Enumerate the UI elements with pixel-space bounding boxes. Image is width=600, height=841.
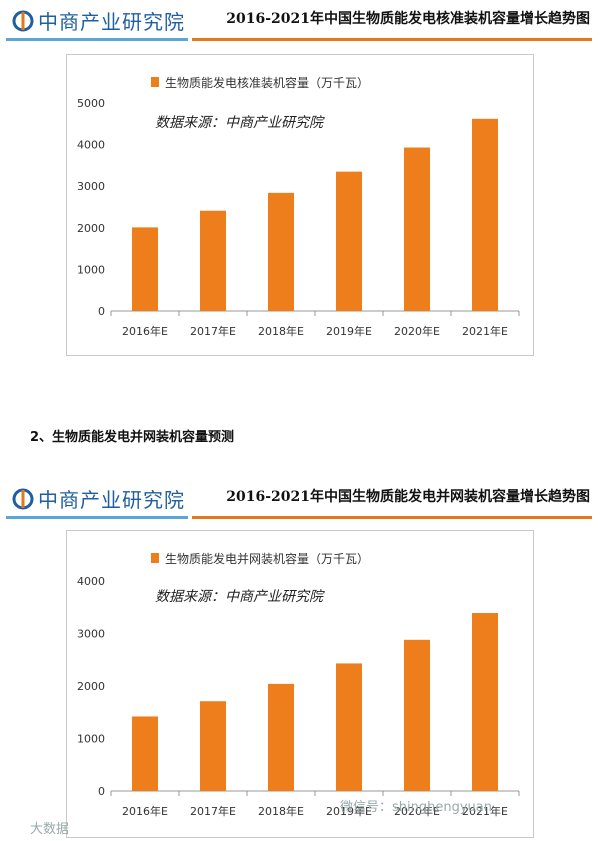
bar: [404, 147, 430, 311]
logo-text: 中商产业研究院: [38, 10, 185, 34]
y-tick-label: 4000: [77, 575, 105, 588]
legend-label: 生物质能发电核准装机容量（万千瓦）: [165, 75, 369, 90]
bar: [268, 683, 294, 791]
y-tick-label: 4000: [77, 139, 105, 152]
y-tick-label: 2000: [77, 222, 105, 235]
logo: 中商产业研究院: [12, 6, 185, 35]
header-divider: [192, 38, 592, 41]
bar: [132, 227, 158, 311]
section-heading: 2、生物质能发电并网装机容量预测: [30, 430, 235, 445]
watermark-right: 微信号：shinghengyuan: [340, 800, 492, 815]
source-note: 数据来源：中商产业研究院: [155, 115, 325, 131]
chart-frame: 生物质能发电并网装机容量（万千瓦） 数据来源：中商产业研究院 0 1000 2000 30…: [66, 530, 534, 838]
legend-label: 生物质能发电并网装机容量（万千瓦）: [165, 551, 369, 566]
bar: [132, 716, 158, 791]
logo: 中商产业研究院: [12, 484, 185, 513]
legend-swatch: [151, 77, 159, 87]
bar: [200, 210, 226, 311]
header-divider: [192, 516, 592, 519]
logo-text: 中商产业研究院: [38, 488, 185, 512]
y-tick-label: 0: [98, 305, 105, 318]
bar: [336, 171, 362, 311]
bar: [336, 663, 362, 791]
bar-chart: 生物质能发电核准装机容量（万千瓦） 数据来源：中商产业研究院 0 1000 2000 30…: [77, 75, 520, 338]
report-header-1: 中商产业研究院 2016-2021年中国生物质能发电核准装机容量增长趋势图: [0, 0, 600, 40]
y-tick-label: 1000: [77, 733, 105, 746]
bar: [200, 701, 226, 791]
x-tick-label: 2018年E: [258, 804, 304, 818]
report-header-2: 中商产业研究院 2016-2021年中国生物质能发电并网装机容量增长趋势图: [0, 478, 600, 518]
bar: [268, 192, 294, 311]
y-tick-label: 2000: [77, 680, 105, 693]
x-tick-label: 2016年E: [122, 324, 168, 338]
logo-icon: [12, 488, 34, 510]
header-divider: [6, 516, 188, 519]
x-tick-label: 2021年E: [462, 804, 508, 818]
bar: [472, 118, 498, 311]
x-tick-label: 2020年E: [394, 804, 440, 818]
chart-frame: 生物质能发电核准装机容量（万千瓦） 数据来源：中商产业研究院 0 1000 2000 30…: [66, 54, 534, 356]
y-tick-label: 5000: [77, 97, 105, 110]
x-tick-label: 2019年E: [326, 324, 372, 338]
source-note: 数据来源：中商产业研究院: [155, 589, 325, 605]
y-tick-label: 0: [98, 785, 105, 798]
x-tick-label: 2017年E: [190, 804, 236, 818]
legend-swatch: [151, 553, 159, 563]
chart-title: 2016-2021年中国生物质能发电并网装机容量增长趋势图: [226, 489, 590, 505]
chart-title: 2016-2021年中国生物质能发电核准装机容量增长趋势图: [226, 11, 590, 27]
header-divider: [6, 38, 188, 41]
x-tick-label: 2019年E: [326, 804, 372, 818]
x-tick-label: 2021年E: [462, 324, 508, 338]
bar: [472, 613, 498, 791]
bar: [404, 639, 430, 791]
bar-chart: 生物质能发电并网装机容量（万千瓦） 数据来源：中商产业研究院 0 1000 2000 30…: [77, 551, 520, 818]
x-tick-label: 2016年E: [122, 804, 168, 818]
x-tick-label: 2020年E: [394, 324, 440, 338]
logo-icon: [12, 10, 34, 32]
x-tick-label: 2018年E: [258, 324, 304, 338]
y-tick-label: 3000: [77, 628, 105, 641]
x-tick-label: 2017年E: [190, 324, 236, 338]
y-tick-label: 1000: [77, 263, 105, 276]
y-tick-label: 3000: [77, 180, 105, 193]
watermark-left: 大数据: [30, 822, 70, 837]
